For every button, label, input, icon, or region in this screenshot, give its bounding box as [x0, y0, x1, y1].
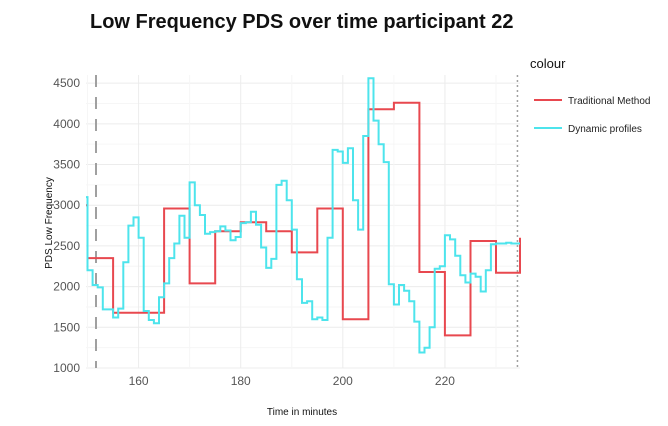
series-line-dynamic-profiles: [86, 77, 520, 354]
x-axis-label: Time in minutes: [267, 407, 337, 418]
y-tick-label: 1500: [53, 320, 80, 334]
chart-title: Low Frequency PDS over time participant …: [90, 11, 513, 33]
x-tick-label: 200: [333, 374, 353, 388]
y-tick-label: 2000: [53, 280, 80, 294]
legend: colour Traditional Method Dynamic profile…: [530, 56, 650, 135]
y-axis-ticks: 1000 1500 2000 2500 3000 3500 4000 4500: [53, 76, 80, 375]
legend-label-traditional-method: Traditional Method: [568, 96, 650, 107]
x-axis-ticks: 160 180 200 220: [129, 374, 456, 388]
x-tick-label: 160: [129, 374, 149, 388]
y-tick-label: 3000: [53, 198, 80, 212]
y-tick-label: 1000: [53, 361, 80, 375]
series-layer: [86, 77, 521, 354]
grid: [86, 75, 520, 369]
legend-label-dynamic-profiles: Dynamic profiles: [568, 124, 642, 135]
y-tick-label: 3500: [53, 158, 80, 172]
x-tick-label: 180: [231, 374, 251, 388]
y-tick-label: 2500: [53, 239, 80, 253]
y-tick-label: 4500: [53, 76, 80, 90]
x-tick-label: 220: [435, 374, 455, 388]
legend-title: colour: [530, 56, 566, 71]
reference-lines: [95, 75, 519, 368]
y-tick-label: 4000: [53, 117, 80, 131]
y-axis-label: PDS Low Frequency: [44, 177, 55, 269]
